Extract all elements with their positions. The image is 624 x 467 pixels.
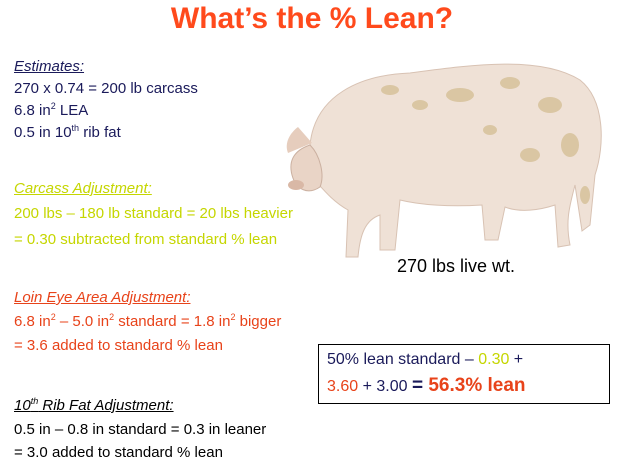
text-line: 200 lbs – 180 lb standard = 20 lbs heavi… (14, 205, 293, 222)
text-run: = (411, 375, 429, 396)
result-box: 50% lean standard – 0.30 + 3.60 + 3.00 =… (318, 344, 610, 404)
text-line: = 3.6 added to standard % lean (14, 337, 223, 354)
superscript: 2 (109, 312, 115, 322)
text-run: standard = 1.8 in (114, 313, 231, 330)
text-line: 6.8 in2 – 5.0 in2 standard = 1.8 in2 big… (14, 312, 282, 331)
text-run: 200 lbs – 180 lb standard = 20 lbs heavi… (14, 205, 293, 222)
text-run: 50% lean standard – (327, 351, 479, 368)
text-run: 6.8 in (14, 313, 51, 330)
text-run: = 3.0 added to standard % lean (14, 444, 223, 461)
superscript: 2 (50, 312, 56, 322)
text-line: = 3.0 added to standard % lean (14, 444, 223, 461)
text-run: 10 (14, 397, 31, 414)
text-run: 3.60 (327, 378, 359, 395)
text-line: 0.5 in 10th rib fat (14, 123, 121, 142)
text-run: LEA (55, 102, 89, 119)
text-run: bigger (235, 313, 282, 330)
text-run: 6.8 in (14, 102, 51, 119)
result-line: 3.60 + 3.00 = 56.3% lean (327, 375, 526, 397)
superscript: th (30, 396, 39, 406)
text-run: 270 x 0.74 = 200 lb carcass (14, 80, 198, 97)
text-line: 6.8 in2 LEA (14, 101, 89, 120)
text-run: + (509, 351, 524, 368)
text-line: = 0.30 subtracted from standard % lean (14, 231, 277, 248)
text-line: 270 x 0.74 = 200 lb carcass (14, 80, 198, 97)
result-line: 50% lean standard – 0.30 + (327, 351, 523, 369)
section-heading: Carcass Adjustment: (14, 180, 152, 197)
text-run: = 3.6 added to standard % lean (14, 337, 223, 354)
text-line: 0.5 in – 0.8 in standard = 0.3 in leaner (14, 421, 266, 438)
superscript: 2 (50, 101, 56, 111)
superscript: th (71, 123, 80, 133)
pig-image (286, 63, 602, 258)
text-run: + 3.00 (358, 378, 412, 395)
text-run: 0.30 (478, 351, 510, 368)
text-run: Rib Fat Adjustment: (38, 397, 174, 414)
text-run: – 5.0 in (55, 313, 110, 330)
section-heading: Estimates: (14, 58, 85, 75)
title: What’s the % Lean? (170, 2, 454, 35)
text-run: 0.5 in 10 (14, 124, 72, 141)
pig-weight-label: 270 lbs live wt. (397, 256, 516, 276)
section-heading: 10th Rib Fat Adjustment: (14, 396, 174, 415)
superscript: 2 (230, 312, 236, 322)
text-run: 0.5 in – 0.8 in standard = 0.3 in leaner (14, 421, 267, 438)
text-run: 56.3% lean (428, 375, 526, 396)
text-run: rib fat (79, 124, 121, 141)
section-heading: Loin Eye Area Adjustment: (14, 289, 191, 306)
text-run: = 0.30 subtracted from standard % lean (14, 231, 278, 248)
